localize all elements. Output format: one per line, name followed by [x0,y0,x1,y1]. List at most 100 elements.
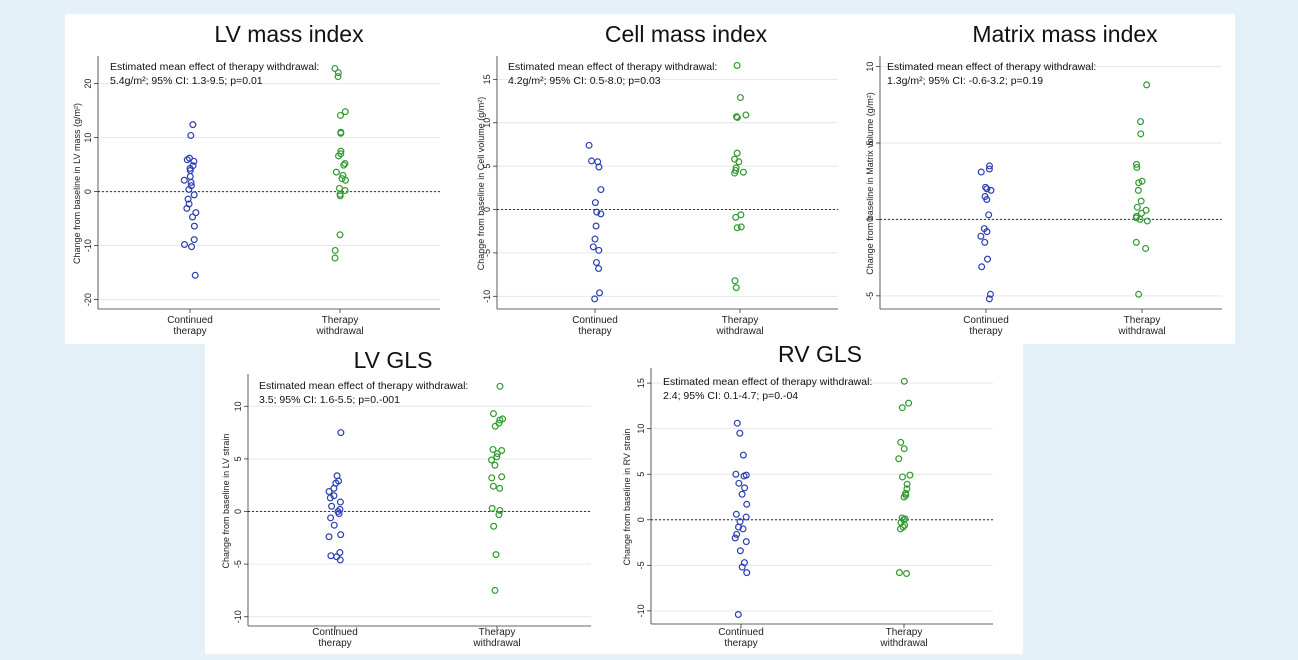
data-point-continued [597,210,605,218]
chart-title: LV mass index [214,21,364,47]
data-point-withdrawal [492,551,500,559]
data-point-withdrawal [1143,217,1151,225]
x-category-label-line: Continued [312,627,358,638]
data-point-withdrawal [737,223,745,231]
data-point-continued [185,185,193,193]
data-point-withdrawal [341,160,349,168]
annotation-line-1: Estimated mean effect of therapy withdra… [887,61,1096,73]
data-point-withdrawal [736,94,744,102]
data-point-withdrawal [733,61,741,69]
data-point-withdrawal [1137,130,1145,138]
x-category-label-line: Continued [572,315,618,326]
data-point-withdrawal [731,169,739,177]
data-point-withdrawal [336,111,344,119]
data-point-withdrawal [739,168,747,176]
data-point-continued [589,243,597,251]
data-point-withdrawal [898,404,906,412]
x-category-label-line: withdrawal [879,638,927,649]
y-axis-label: Change from baseline in Matrix volume (g… [865,92,875,275]
data-point-continued [738,490,746,498]
data-point-withdrawal [341,176,349,184]
data-point-withdrawal [491,461,499,469]
data-point-continued [337,531,345,539]
data-point-withdrawal [336,192,344,200]
data-point-withdrawal [487,456,495,464]
data-point-withdrawal [1132,238,1140,246]
x-category-label: Continued therapy [572,315,618,337]
data-point-continued [330,521,338,529]
data-point-continued [987,186,995,194]
x-category-label: Continued therapy [718,627,764,649]
data-point-withdrawal [491,586,499,594]
y-tick-label: 10 [233,401,243,411]
data-point-continued [743,500,751,508]
x-category-label-line: Therapy [322,315,359,326]
chart-title: LV GLS [354,347,433,373]
data-point-withdrawal [903,480,911,488]
data-point-continued [192,209,200,217]
data-point-withdrawal [895,455,903,463]
y-axis-label: Change from baseline in LV strain [221,434,231,569]
y-tick-label: 5 [233,456,243,461]
data-point-withdrawal [1142,244,1150,252]
x-category-label-line: therapy [578,326,611,337]
data-point-continued [742,513,750,521]
y-tick-label: 5 [865,140,875,145]
annotation-line-2: 1.3g/m²; 95% CI: -0.6-3.2; p=0.19 [887,75,1043,87]
data-point-continued [325,533,333,541]
data-point-withdrawal [731,277,739,285]
annotation-line-2: 4.2g/m²; 95% CI: 0.5-8.0; p=0.03 [508,75,661,87]
data-point-withdrawal [491,422,499,430]
data-point-continued [596,289,604,297]
data-point-withdrawal [493,453,501,461]
data-point-withdrawal [905,399,913,407]
data-point-continued [190,222,198,230]
data-point-continued [187,178,195,186]
data-point-continued [180,176,188,184]
data-point-continued [735,523,743,531]
data-point-withdrawal [488,504,496,512]
data-point-continued [187,131,195,139]
data-point-withdrawal [1132,214,1140,222]
x-category-label-line: therapy [969,326,1002,337]
data-point-continued [335,510,343,518]
data-point-continued [977,168,985,176]
y-tick-label: 5 [636,472,646,477]
x-category-label-line: Continued [718,627,764,638]
data-point-continued [327,514,335,522]
y-tick-label: -10 [482,290,492,303]
data-point-continued [190,191,198,199]
data-point-continued [328,502,336,510]
y-tick-label: 0 [233,509,243,514]
data-point-continued [595,163,603,171]
y-tick-label: -5 [636,561,646,569]
data-point-withdrawal [898,473,906,481]
data-point-continued [588,157,596,165]
y-tick-label: 0 [482,207,492,212]
data-point-continued [595,246,603,254]
annotation-line-1: Estimated mean effect of therapy withdra… [508,61,717,73]
x-category-label: Therapy withdrawal [1117,315,1165,337]
data-point-continued [986,162,994,170]
data-point-continued [184,195,192,203]
data-point-continued [983,196,991,204]
x-category-label-line: withdrawal [472,638,520,649]
data-point-continued [183,156,191,164]
x-category-label-line: Therapy [722,315,759,326]
data-point-withdrawal [733,114,741,122]
data-point-continued [183,204,191,212]
data-point-withdrawal [1137,197,1145,205]
data-point-withdrawal [732,213,740,221]
data-point-continued [984,255,992,263]
data-point-continued [326,494,334,502]
data-point-continued [742,538,750,546]
chart-title: Matrix mass index [972,21,1158,47]
data-point-continued [741,484,749,492]
y-tick-label: 5 [482,164,492,169]
data-point-withdrawal [331,246,339,254]
data-point-withdrawal [1133,163,1141,171]
y-tick-label: -10 [636,604,646,617]
data-point-withdrawal [1136,215,1144,223]
data-point-withdrawal [340,161,348,169]
